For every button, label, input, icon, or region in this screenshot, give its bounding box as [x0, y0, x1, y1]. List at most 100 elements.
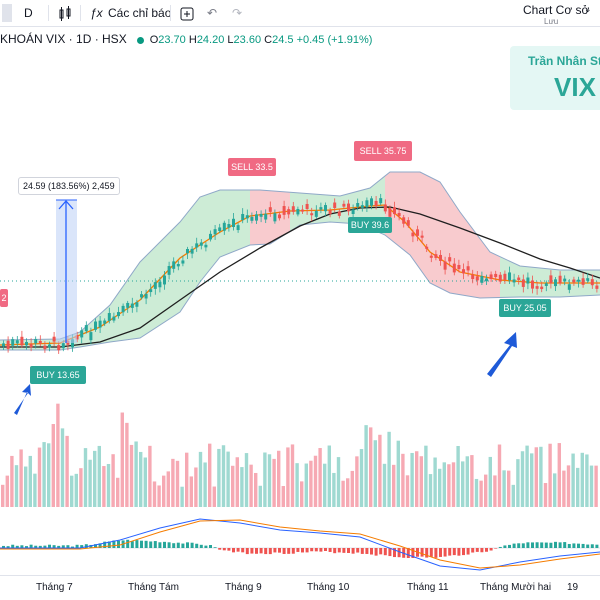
- volume-bar: [152, 481, 157, 507]
- macd-histogram-bar: [163, 541, 166, 548]
- macd-histogram-bar: [356, 548, 360, 553]
- candle-body: [319, 207, 323, 210]
- volume-bar: [212, 486, 216, 507]
- macd-histogram-bar: [370, 548, 373, 555]
- macd-histogram-bar: [2, 545, 5, 548]
- macd-histogram-bar: [199, 544, 203, 548]
- volume-bar: [539, 446, 543, 507]
- candle-body: [379, 198, 383, 204]
- macd-histogram-bar: [126, 539, 130, 548]
- macd-histogram-bar: [443, 548, 447, 557]
- volume-bar: [493, 475, 497, 507]
- volume-bar: [465, 456, 469, 507]
- macd-histogram-bar: [11, 544, 15, 548]
- bollinger-lower-line: [0, 221, 600, 351]
- signal-label: SELL 35.75: [354, 141, 412, 161]
- volume-bar: [589, 465, 594, 507]
- macd-histogram-bar: [558, 542, 562, 548]
- candle-body: [190, 248, 194, 254]
- interval-button[interactable]: D: [24, 6, 33, 20]
- signal-label: 2: [0, 289, 8, 307]
- volume-bar: [534, 447, 538, 507]
- candle-body: [324, 205, 327, 212]
- volume-bar: [198, 451, 203, 507]
- candle-body: [15, 340, 19, 344]
- volume-bar: [10, 455, 14, 507]
- volume-bar: [576, 467, 580, 507]
- layout-name[interactable]: Chart Cơ sở: [523, 3, 590, 17]
- volume-bar: [350, 470, 354, 507]
- candle-style-icon[interactable]: [58, 4, 72, 22]
- bollinger-band-up: [0, 190, 250, 350]
- layout-menu-chevron-icon[interactable]: ⌄: [584, 4, 592, 14]
- macd-histogram-bar: [130, 541, 134, 548]
- volume-bar: [143, 457, 147, 507]
- volume-bar: [111, 454, 115, 507]
- candle-body: [517, 277, 521, 281]
- redo-icon[interactable]: ↷: [232, 6, 243, 20]
- candle-body: [531, 280, 534, 289]
- candle-body: [572, 279, 576, 283]
- volume-bar: [28, 455, 32, 507]
- volume-bar: [438, 468, 442, 507]
- macd-histogram-bar: [452, 548, 456, 556]
- volume-bar: [272, 458, 276, 507]
- volume-bar: [516, 459, 520, 507]
- volume-bar: [332, 472, 336, 507]
- candle-body: [503, 273, 507, 280]
- volume-bar: [530, 453, 534, 507]
- volume-bar: [474, 478, 479, 507]
- undo-icon[interactable]: ↶: [207, 6, 218, 20]
- macd-histogram-bar: [291, 548, 295, 554]
- macd-histogram-bar: [489, 548, 493, 551]
- candle-body: [144, 293, 148, 299]
- symbol-title[interactable]: KHOÁN VIX · 1D · HSX: [0, 32, 127, 46]
- alert-icon[interactable]: [180, 4, 194, 22]
- toolbar-edge: [2, 4, 12, 22]
- volume-bar: [424, 445, 428, 507]
- indicators-icon[interactable]: ƒx: [90, 6, 103, 20]
- volume-bar: [267, 454, 272, 507]
- candle-body: [135, 302, 139, 307]
- volume-bar: [396, 440, 400, 507]
- candle-body: [218, 227, 222, 231]
- candle-body: [43, 345, 47, 350]
- volume-bar: [148, 445, 152, 507]
- volume-bar: [585, 454, 589, 507]
- volume-bar: [221, 445, 226, 507]
- volume-bar: [327, 445, 331, 507]
- macd-histogram-bar: [379, 548, 383, 555]
- candle-body: [471, 274, 475, 280]
- candle-body: [416, 229, 419, 236]
- macd-histogram-bar: [319, 548, 323, 552]
- macd-histogram-bar: [388, 548, 392, 557]
- volume-bar: [562, 470, 566, 507]
- macd-histogram-bar: [328, 548, 332, 552]
- candle-body: [117, 312, 120, 317]
- volume-bar: [83, 448, 88, 507]
- candle-body: [48, 344, 51, 348]
- macd-histogram-bar: [503, 545, 507, 548]
- candle-body: [402, 217, 406, 224]
- candle-body: [420, 235, 424, 238]
- volume-bar: [507, 470, 511, 507]
- high-label: H: [188, 34, 197, 46]
- candle-body: [342, 203, 346, 207]
- macd-histogram-bar: [227, 548, 231, 551]
- volume-bar: [102, 466, 106, 507]
- indicators-button[interactable]: Các chỉ báo: [108, 6, 172, 20]
- volume-bar: [557, 443, 561, 507]
- macd-histogram-bar: [521, 543, 525, 548]
- volume-bar: [166, 471, 170, 507]
- candle-body: [195, 243, 199, 248]
- candle-body: [241, 213, 245, 221]
- macd-histogram-bar: [176, 542, 180, 548]
- candle-body: [347, 203, 350, 212]
- watermark-name: Trần Nhân Sto: [528, 54, 600, 68]
- candle-body: [393, 207, 396, 215]
- volume-bar: [405, 475, 410, 507]
- candle-body: [278, 214, 281, 219]
- candle-body: [80, 330, 84, 338]
- macd-histogram-bar: [448, 548, 452, 556]
